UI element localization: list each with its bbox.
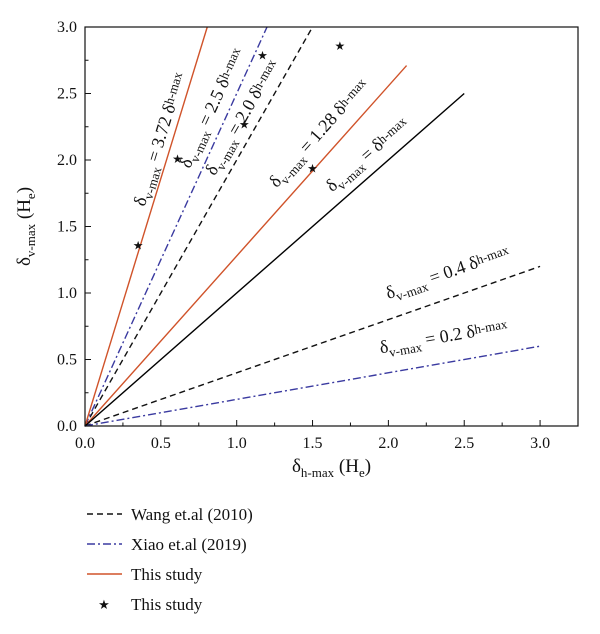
- data-point-star: ★: [239, 118, 250, 132]
- series-line-slope-1: [84, 92, 465, 427]
- y-tick-label: 0.0: [57, 418, 77, 435]
- legend-item-this-study-points: ★ This study: [98, 595, 203, 614]
- series-line-slope-0_4: [84, 265, 541, 427]
- legend-label-xiao: Xiao et.al (2019): [131, 535, 247, 554]
- data-point-star: ★: [172, 152, 183, 166]
- data-point-star: ★: [133, 239, 144, 253]
- x-tick-label: 2.0: [378, 435, 398, 452]
- legend-label-wang: Wang et.al (2010): [131, 505, 253, 524]
- y-tick-label: 1.5: [57, 219, 77, 236]
- legend-label-this-study-points: This study: [131, 595, 203, 614]
- data-point-star: ★: [307, 161, 318, 175]
- legend: Wang et.al (2010) Xiao et.al (2019) This…: [87, 505, 253, 614]
- data-point-star: ★: [257, 48, 268, 62]
- x-tick-label: 0.0: [75, 435, 95, 452]
- data-point-star: ★: [334, 39, 345, 53]
- series-line-slope-0_2: [84, 345, 541, 427]
- legend-item-this-study-line: This study: [87, 565, 203, 584]
- plot-lines: [84, 26, 541, 427]
- y-axis-label: δv-max (He): [14, 187, 38, 266]
- legend-item-wang: Wang et.al (2010): [87, 505, 253, 524]
- legend-item-xiao: Xiao et.al (2019): [87, 535, 247, 554]
- y-tick-label: 0.5: [57, 352, 77, 369]
- plot-points: ★ ★ ★ ★ ★ ★: [133, 39, 346, 253]
- x-tick-label: 1.0: [227, 435, 247, 452]
- series-line-slope-2_5: [84, 26, 268, 427]
- y-tick-label: 2.0: [57, 152, 77, 169]
- y-tick-label: 2.5: [57, 86, 77, 103]
- plot-frame: [84, 26, 579, 427]
- annotation-slope-3_72: δv-max = 3.72 δh-max: [129, 69, 193, 209]
- x-tick-label: 3.0: [530, 435, 550, 452]
- series-line-slope-3_72: [84, 26, 208, 427]
- series-line-slope-2: [84, 26, 314, 427]
- legend-label-this-study-line: This study: [131, 565, 203, 584]
- x-tick-label: 1.5: [303, 435, 323, 452]
- axis-ticks: [84, 26, 541, 427]
- y-tick-label: 3.0: [57, 19, 77, 36]
- series-line-slope-1_28: [84, 65, 408, 427]
- y-tick-label: 1.0: [57, 285, 77, 302]
- x-tick-label: 2.5: [454, 435, 474, 452]
- x-tick-label: 0.5: [151, 435, 171, 452]
- legend-swatch-star-icon: ★: [98, 597, 110, 612]
- tick-labels: 0.0 0.5 1.0 1.5 2.0 2.5 3.0 0.0 0.5 1.0 1.5 2.0 2.5 3…: [57, 19, 550, 452]
- x-axis-label: δh-max (He): [292, 456, 371, 480]
- annotation-slope-0_4: δv-max = 0.4 δh-max: [383, 241, 514, 307]
